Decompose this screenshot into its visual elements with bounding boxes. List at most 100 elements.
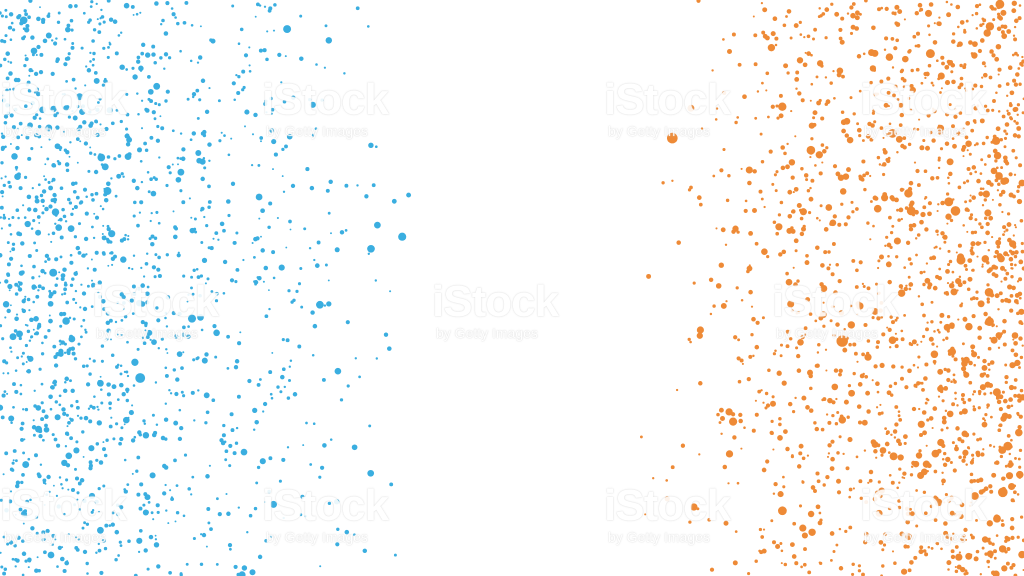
blue-dot	[203, 392, 210, 399]
blue-dot	[76, 491, 80, 495]
orange-dot	[969, 501, 972, 504]
blue-dot	[233, 564, 238, 569]
blue-dot	[0, 216, 2, 219]
orange-dot	[778, 113, 784, 119]
blue-dot	[62, 317, 70, 325]
orange-dot	[851, 2, 856, 6]
orange-dot	[909, 262, 913, 266]
orange-dot	[1018, 336, 1023, 341]
orange-dot	[913, 555, 918, 560]
orange-dot	[877, 259, 881, 263]
blue-dot	[190, 24, 194, 27]
orange-dot	[960, 397, 965, 402]
blue-dot	[65, 413, 69, 417]
blue-dot	[284, 55, 287, 58]
orange-dot	[1001, 565, 1008, 572]
orange-dot	[995, 171, 998, 174]
blue-dot	[389, 482, 394, 487]
blue-dot	[53, 383, 57, 387]
orange-dot	[908, 202, 914, 208]
blue-dot	[126, 390, 129, 394]
orange-dot	[1006, 29, 1012, 34]
blue-dot	[312, 422, 316, 425]
blue-dot	[33, 241, 37, 245]
orange-dot	[1018, 163, 1023, 168]
blue-dot	[120, 319, 124, 322]
orange-dot	[778, 102, 787, 111]
orange-dot	[975, 27, 979, 30]
blue-dot	[223, 134, 226, 137]
blue-dot	[38, 367, 42, 371]
blue-dot	[147, 75, 151, 79]
orange-dot	[945, 336, 949, 340]
blue-dot	[63, 287, 68, 292]
orange-dot	[925, 49, 935, 59]
orange-dot	[1019, 394, 1024, 401]
orange-dot	[978, 3, 982, 7]
orange-dot	[840, 16, 845, 21]
blue-dot	[44, 423, 48, 428]
blue-dot	[139, 11, 142, 14]
blue-dot	[205, 474, 210, 479]
orange-dot	[846, 415, 850, 419]
blue-dot	[56, 111, 59, 115]
blue-dot	[53, 363, 59, 368]
orange-dot	[756, 90, 760, 93]
orange-dot	[998, 407, 1003, 412]
orange-dot	[861, 572, 865, 576]
blue-dot	[88, 372, 92, 376]
blue-dot	[160, 337, 164, 341]
orange-dot	[778, 416, 782, 421]
orange-dot	[870, 439, 877, 445]
orange-dot	[850, 12, 856, 19]
blue-dot	[20, 241, 25, 246]
blue-dot	[103, 79, 107, 83]
blue-dot	[151, 44, 156, 49]
orange-dot	[951, 270, 955, 274]
blue-dot	[131, 178, 136, 183]
orange-dot	[954, 569, 959, 574]
orange-dot	[968, 152, 972, 156]
orange-dot	[951, 39, 956, 44]
orange-dot	[1016, 134, 1021, 139]
orange-dot	[809, 186, 812, 190]
blue-dot	[262, 410, 265, 413]
blue-dot	[199, 274, 204, 278]
blue-dot	[8, 289, 11, 292]
blue-dot	[28, 0, 33, 3]
blue-dot	[37, 183, 41, 187]
blue-dot	[77, 538, 80, 541]
blue-dot	[151, 265, 157, 270]
blue-dot	[62, 311, 67, 316]
blue-dot	[175, 377, 180, 382]
orange-dot	[961, 430, 968, 437]
blue-dot	[34, 568, 39, 573]
orange-dot	[1004, 374, 1009, 380]
blue-dot	[253, 256, 256, 259]
blue-dot	[140, 99, 144, 102]
orange-dot	[954, 446, 959, 452]
blue-dot	[281, 175, 284, 178]
blue-dot	[41, 211, 45, 215]
blue-dot	[33, 71, 39, 77]
orange-dot	[830, 456, 835, 462]
blue-dot	[4, 15, 8, 19]
orange-dot	[997, 67, 1002, 72]
orange-dot	[913, 161, 917, 164]
blue-dot	[128, 410, 134, 416]
blue-dot	[101, 299, 106, 304]
orange-dot	[787, 214, 793, 219]
orange-dot	[920, 340, 923, 343]
blue-dot	[89, 146, 92, 149]
orange-dot	[986, 550, 994, 558]
orange-dot	[940, 55, 945, 60]
blue-dot	[375, 357, 378, 360]
blue-dot	[63, 92, 66, 96]
orange-dot	[740, 298, 744, 302]
orange-dot	[748, 264, 751, 267]
orange-dot	[820, 116, 825, 121]
orange-dot	[1007, 284, 1013, 290]
blue-dot	[16, 231, 21, 236]
blue-dot	[73, 503, 77, 507]
orange-dot	[751, 316, 756, 322]
